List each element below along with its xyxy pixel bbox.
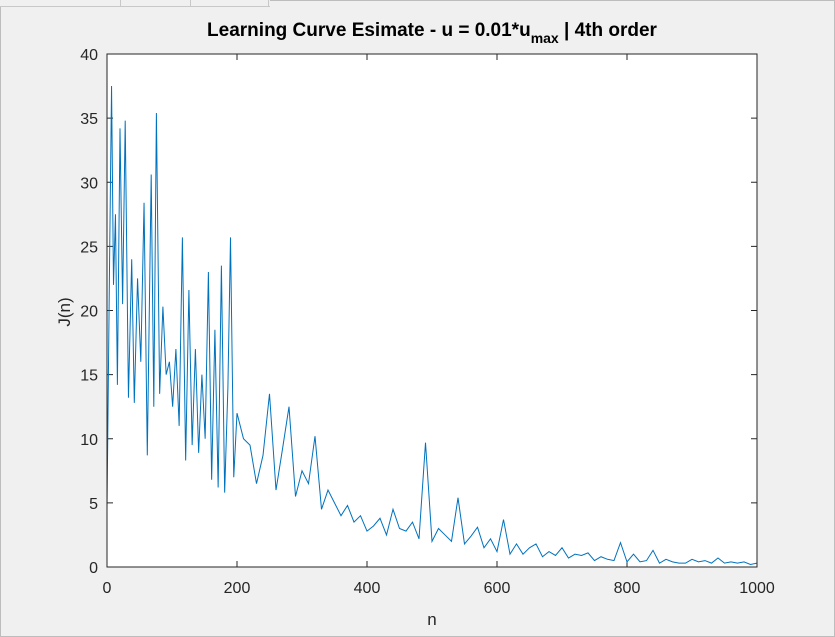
y-tick-label: 40 <box>80 47 98 64</box>
y-tick-label: 15 <box>80 368 98 385</box>
x-tick-labels: 0 200 400 600 800 1000 <box>103 580 775 597</box>
x-tick-label: 400 <box>354 580 381 597</box>
y-axis-label: J(n) <box>55 297 74 326</box>
y-tick-label: 25 <box>80 239 98 256</box>
y-tick-label: 20 <box>80 304 98 321</box>
x-axis-label: n <box>427 610 436 629</box>
y-tick-label: 10 <box>80 432 98 449</box>
chart-title-suffix: | 4th order <box>559 20 658 41</box>
chart-title: Learning Curve Esimate - u = 0.01*umax |… <box>207 20 657 46</box>
toolbar-strip <box>0 0 270 7</box>
y-tick-label: 0 <box>89 560 98 577</box>
series-line <box>106 86 758 565</box>
y-tick-label: 30 <box>80 175 98 192</box>
y-tick-label: 5 <box>89 496 98 513</box>
x-tick-label: 200 <box>224 580 251 597</box>
x-tick-label: 800 <box>614 580 641 597</box>
plot-area <box>107 54 757 567</box>
y-tick-labels: 0 5 10 15 20 25 30 35 40 <box>80 47 98 577</box>
x-tick-label: 0 <box>103 580 112 597</box>
y-tick-label: 35 <box>80 111 98 128</box>
x-tick-label: 600 <box>484 580 511 597</box>
chart-title-main: Learning Curve Esimate - u = 0.01*u <box>207 20 531 41</box>
x-tick-label: 1000 <box>739 580 775 597</box>
chart-title-subscript: max <box>531 30 559 46</box>
axes-box <box>106 53 758 568</box>
